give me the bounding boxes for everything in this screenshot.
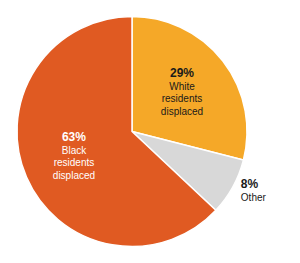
data-label: 63%: [62, 130, 86, 144]
category-label: Other: [241, 192, 267, 203]
category-label-line: displaced: [53, 170, 95, 181]
pie: [17, 17, 247, 247]
data-label: 8%: [241, 177, 259, 191]
chart-svg: 29%Whiteresidentsdisplaced8%Other63%Blac…: [0, 0, 300, 263]
category-label-line: residents: [162, 93, 203, 104]
category-label-line: Other: [241, 192, 267, 203]
category-label: Blackresidents displaced: [53, 145, 95, 181]
pie-slice: [17, 17, 216, 247]
labels: 29%Whiteresidentsdisplaced8%Other63%Blac…: [53, 66, 267, 203]
category-label-line: Black: [62, 145, 87, 156]
category-label-line: White: [169, 81, 195, 92]
chart-container: 29%Whiteresidentsdisplaced8%Other63%Blac…: [0, 0, 300, 263]
category-label-line: displaced: [161, 106, 203, 117]
category-label-line: residents: [54, 157, 95, 168]
data-label: 29%: [170, 66, 194, 80]
category-label: Whiteresidents displaced: [161, 81, 203, 117]
